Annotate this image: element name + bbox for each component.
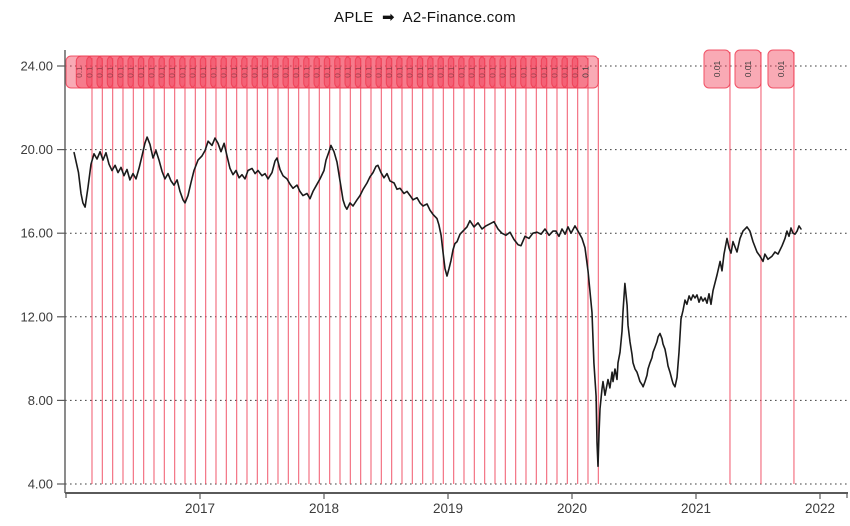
y-axis-label: 20.00 xyxy=(20,142,53,157)
x-axis-label: 2018 xyxy=(309,501,339,516)
dividend-amount-label: 0.1 xyxy=(177,66,187,78)
dividend-label-box xyxy=(540,55,568,89)
dividend-amount-label: 0.1 xyxy=(343,66,353,78)
dividend-label-box xyxy=(703,49,731,89)
y-axis-label: 8.00 xyxy=(28,393,53,408)
dividend-label-box xyxy=(509,55,537,89)
dividend-amount-label: 0.1 xyxy=(467,66,477,78)
dividend-amount-label: 0.1 xyxy=(146,66,156,78)
y-axis-label: 4.00 xyxy=(28,477,53,492)
dividend-label-box xyxy=(137,55,165,89)
dividend-label-box xyxy=(168,55,196,89)
dividend-label-box xyxy=(571,55,599,89)
dividend-amount-label: 0.1 xyxy=(446,66,456,78)
dividend-amount-label: 0.1 xyxy=(405,66,415,78)
dividend-amount-label: 0.1 xyxy=(508,66,518,78)
dividend-amount-label: 0.1 xyxy=(415,66,425,78)
dividend-amount-label: 0.01 xyxy=(712,60,722,77)
dividend-label-box xyxy=(385,55,413,89)
dividend-amount-label: 0.1 xyxy=(560,66,570,78)
dividend-amount-label: 0.1 xyxy=(291,66,301,78)
y-axis-label: 12.00 xyxy=(20,309,53,324)
dividend-amount-label: 0.1 xyxy=(198,66,208,78)
x-axis-label: 2020 xyxy=(557,501,587,516)
dividend-amount-label: 0.1 xyxy=(115,66,125,78)
dividend-amount-label: 0.1 xyxy=(95,66,105,78)
dividend-amount-label: 0.1 xyxy=(456,66,466,78)
dividend-amount-label: 0.1 xyxy=(384,66,394,78)
dividend-amount-label: 0.1 xyxy=(374,66,384,78)
dividend-amount-label: 0.1 xyxy=(136,66,146,78)
dividend-amount-label: 0.1 xyxy=(549,66,559,78)
y-axis-label: 16.00 xyxy=(20,226,53,241)
ticker-symbol: APLE xyxy=(334,9,374,26)
dividend-amount-label: 0.1 xyxy=(250,66,260,78)
dividend-amount-label: 0.1 xyxy=(580,66,590,78)
dividend-amount-label: 0.1 xyxy=(477,66,487,78)
dividend-amount-label: 0.1 xyxy=(301,66,311,78)
dividend-amount-label: 0.1 xyxy=(425,66,435,78)
dividend-label-box xyxy=(416,55,444,89)
chart-title: APLE ➡ A2-Finance.com xyxy=(0,8,850,26)
dividend-amount-label: 0.1 xyxy=(157,66,167,78)
price-line xyxy=(73,136,802,468)
y-axis-label: 24.00 xyxy=(20,59,53,74)
dividend-amount-label: 0.01 xyxy=(743,60,753,77)
dividend-amount-label: 0.1 xyxy=(84,66,94,78)
dividend-label-box xyxy=(478,55,506,89)
dividend-amount-label: 0.1 xyxy=(518,66,528,78)
dividend-amount-label: 0.1 xyxy=(260,66,270,78)
dividend-amount-label: 0.1 xyxy=(188,66,198,78)
dividend-amount-label: 0.1 xyxy=(436,66,446,78)
dividend-amount-label: 0.1 xyxy=(281,66,291,78)
x-axis-label: 2019 xyxy=(433,501,463,516)
dividend-label-box xyxy=(75,55,103,89)
x-axis-label: 2022 xyxy=(805,501,835,516)
dividend-label-box xyxy=(354,55,382,89)
dividend-amount-label: 0.1 xyxy=(312,66,322,78)
dividend-amount-label: 0.1 xyxy=(239,66,249,78)
dividend-amount-label: 0.1 xyxy=(529,66,539,78)
dividend-amount-label: 0.1 xyxy=(363,66,373,78)
dividend-label-box xyxy=(734,49,762,89)
dividend-label-box xyxy=(230,55,258,89)
dividend-amount-label: 0.1 xyxy=(126,66,136,78)
dividend-amount-label: 0.1 xyxy=(105,66,115,78)
dividend-label-box xyxy=(261,55,289,89)
dividend-label-box xyxy=(106,55,134,89)
dividend-amount-label: 0.1 xyxy=(74,66,84,78)
dividend-amount-label: 0.1 xyxy=(570,66,580,78)
dividend-amount-label: 0.1 xyxy=(229,66,239,78)
dividend-amount-label: 0.1 xyxy=(353,66,363,78)
site-name: A2-Finance.com xyxy=(402,9,516,26)
dividend-amount-label: 0.1 xyxy=(270,66,280,78)
dividend-amount-label: 0.1 xyxy=(167,66,177,78)
right-arrow-icon: ➡ xyxy=(382,9,395,26)
dividend-label-box xyxy=(447,55,475,89)
dividend-label-box xyxy=(323,55,351,89)
dividend-amount-label: 0.1 xyxy=(208,66,218,78)
dividend-amount-label: 0.1 xyxy=(539,66,549,78)
dividend-amount-label: 0.1 xyxy=(394,66,404,78)
dividend-label-box xyxy=(199,55,227,89)
dividend-amount-label: 0.1 xyxy=(487,66,497,78)
dividend-label-box xyxy=(292,55,320,89)
dividend-amount-label: 0.01 xyxy=(776,60,786,77)
dividend-amount-label: 0.1 xyxy=(322,66,332,78)
x-axis-label: 2017 xyxy=(185,501,215,516)
dividend-amount-label: 0.1 xyxy=(219,66,229,78)
dividend-amount-label: 0.1 xyxy=(498,66,508,78)
dividend-label-box xyxy=(767,49,795,89)
x-axis-label: 2021 xyxy=(681,501,711,516)
dividend-amount-label: 0.1 xyxy=(332,66,342,78)
